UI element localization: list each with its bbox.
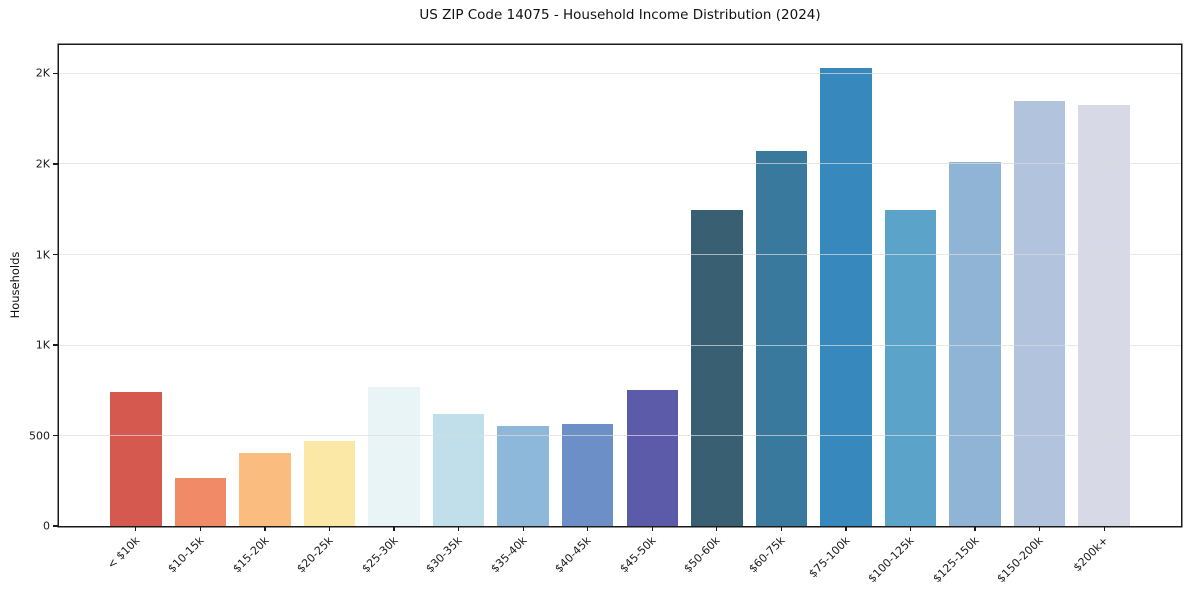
x-tick-label: $200k+	[1070, 534, 1111, 575]
x-tick-label: $150-200k	[994, 534, 1046, 586]
bar-35-40k	[497, 425, 549, 526]
gridline	[59, 435, 1181, 436]
bar-30-35k	[432, 413, 485, 526]
x-tick-mark	[587, 527, 589, 531]
x-tick-mark	[909, 527, 912, 531]
y-tick-label: 2K	[35, 66, 50, 80]
x-tick-mark	[651, 527, 653, 531]
gridline	[59, 344, 1181, 346]
x-tick-label: $40-45k	[552, 534, 594, 576]
x-tick-mark	[974, 527, 976, 531]
x-tick-label: $125-150k	[930, 534, 982, 586]
gridline	[59, 163, 1181, 165]
x-tick-label: $20-25k	[294, 534, 336, 576]
plot-area	[59, 45, 1181, 526]
x-tick-label: $50-60k	[681, 534, 724, 576]
x-tick-label: < $10k	[104, 534, 143, 572]
x-tick-mark	[135, 527, 137, 531]
y-tick-mark	[53, 253, 58, 256]
x-tick-mark	[458, 527, 460, 531]
x-tick-mark	[522, 527, 524, 531]
y-tick-label: 1K	[35, 338, 50, 352]
x-tick-label: $10-15k	[165, 534, 207, 576]
y-tick-mark	[53, 72, 58, 75]
x-tick-label: $60-75k	[746, 534, 788, 576]
y-tick-mark	[53, 344, 58, 346]
x-tick-mark	[393, 527, 395, 531]
y-tick-label: 1K	[35, 248, 50, 261]
x-tick-mark	[780, 527, 782, 531]
gridline	[59, 72, 1181, 74]
x-tick-label: $75-100k	[805, 534, 853, 581]
bar-15-20k	[239, 452, 291, 526]
bar-25-30k	[368, 386, 420, 526]
x-tick-label: $30-35k	[423, 534, 465, 576]
bar-100-125k	[884, 210, 937, 526]
bar-150-200k	[1013, 100, 1066, 526]
x-tick-mark	[1103, 527, 1105, 531]
bar-125-150k	[949, 162, 1001, 526]
x-tick-mark	[328, 527, 331, 531]
y-tick-label: 0	[43, 519, 50, 533]
y-axis-label: Households	[8, 251, 22, 319]
x-tick-label: $15-20k	[229, 534, 272, 576]
bar-50-60k	[691, 210, 743, 526]
x-tick-mark	[199, 527, 201, 531]
x-tick-mark	[1039, 527, 1041, 531]
gridline	[59, 254, 1181, 255]
bar-75-100k	[820, 68, 872, 526]
x-tick-label: $35-40k	[488, 534, 530, 576]
y-tick-label: 500	[29, 429, 50, 442]
bar-60-75k	[755, 151, 808, 526]
x-tick-label: $25-30k	[359, 534, 401, 576]
y-tick-mark	[53, 434, 58, 437]
bar-10-15k	[174, 478, 227, 526]
bar-40-45k	[561, 423, 614, 526]
y-tick-mark	[53, 525, 58, 527]
x-tick-mark	[264, 527, 266, 531]
bar-200k+	[1078, 105, 1130, 526]
x-tick-mark	[716, 527, 718, 531]
y-tick-label: 2K	[35, 157, 50, 171]
chart-title: US ZIP Code 14075 - Household Income Dis…	[419, 7, 821, 23]
x-tick-label: $100-125k	[865, 534, 917, 586]
bar-10k	[110, 392, 162, 526]
y-tick-mark	[53, 163, 58, 165]
x-tick-mark	[845, 527, 847, 531]
bar-20-25k	[303, 440, 356, 526]
x-tick-label: $45-50k	[617, 534, 659, 576]
bar-45-50k	[626, 390, 679, 526]
